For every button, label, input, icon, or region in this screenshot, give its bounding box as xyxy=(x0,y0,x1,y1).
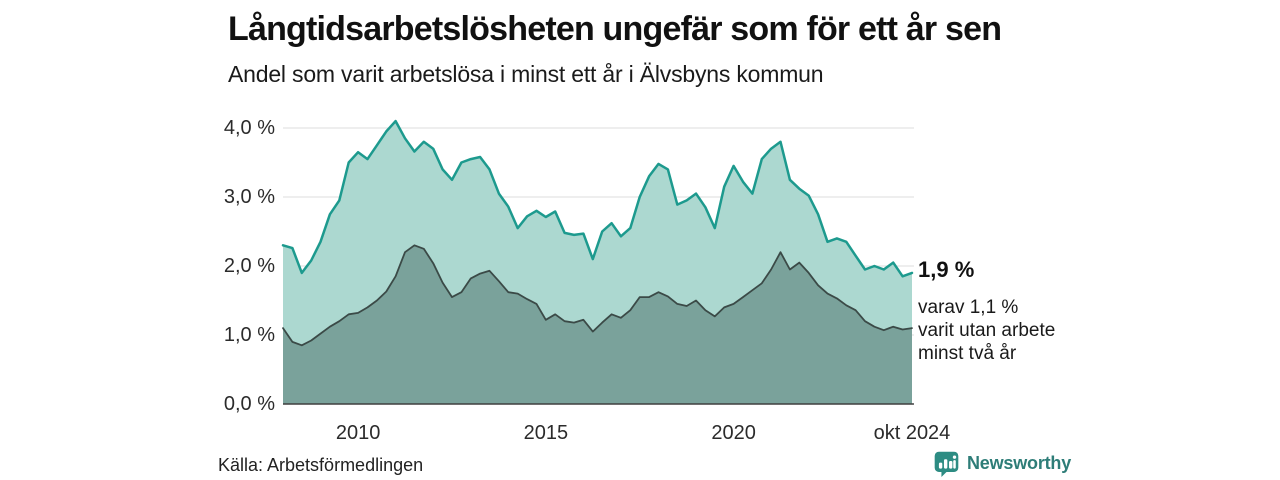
note-line: minst två år xyxy=(918,343,1017,364)
x-tick-label: 2020 xyxy=(711,422,756,444)
y-tick-label: 2,0 % xyxy=(223,255,275,277)
chart xyxy=(200,105,920,435)
page-title: Långtidsarbetslösheten ungefär som för e… xyxy=(228,10,1002,48)
x-tick-label: okt 2024 xyxy=(873,422,951,444)
x-tick-label: 2010 xyxy=(335,422,381,444)
y-tick-label: 0,0 % xyxy=(223,393,275,415)
y-axis-labels: 0,0 % 1,0 % 2,0 % 3,0 % 4,0 % xyxy=(175,105,275,415)
newsworthy-bubble-chart-icon xyxy=(934,451,959,477)
area-fills xyxy=(283,121,912,404)
page-subtitle: Andel som varit arbetslösa i minst ett å… xyxy=(228,61,824,87)
y-tick-label: 3,0 % xyxy=(223,186,275,208)
area-fill-two-years xyxy=(283,245,912,404)
series-line-one-year xyxy=(281,119,914,278)
x-axis-labels: 2010 2015 2020 okt 2024 xyxy=(200,421,1000,447)
y-tick-label: 4,0 % xyxy=(223,117,275,139)
source-caption: Källa: Arbetsförmedlingen xyxy=(218,455,424,475)
note-line: varit utan arbete xyxy=(918,320,1056,341)
latest-value-label: 1,9 % xyxy=(918,257,975,282)
note-line: varav 1,1 % xyxy=(918,297,1019,318)
x-tick-label: 2015 xyxy=(523,422,569,444)
brand-logo: Newsworthy xyxy=(933,450,1071,477)
y-tick-label: 1,0 % xyxy=(223,324,275,346)
series-line-two-years xyxy=(282,244,913,347)
brand-name: Newsworthy xyxy=(967,453,1072,473)
area-chart xyxy=(281,119,914,405)
series-lines xyxy=(281,119,914,347)
latest-value-note: varav 1,1 % varit utan arbete minst två år xyxy=(918,296,1055,365)
